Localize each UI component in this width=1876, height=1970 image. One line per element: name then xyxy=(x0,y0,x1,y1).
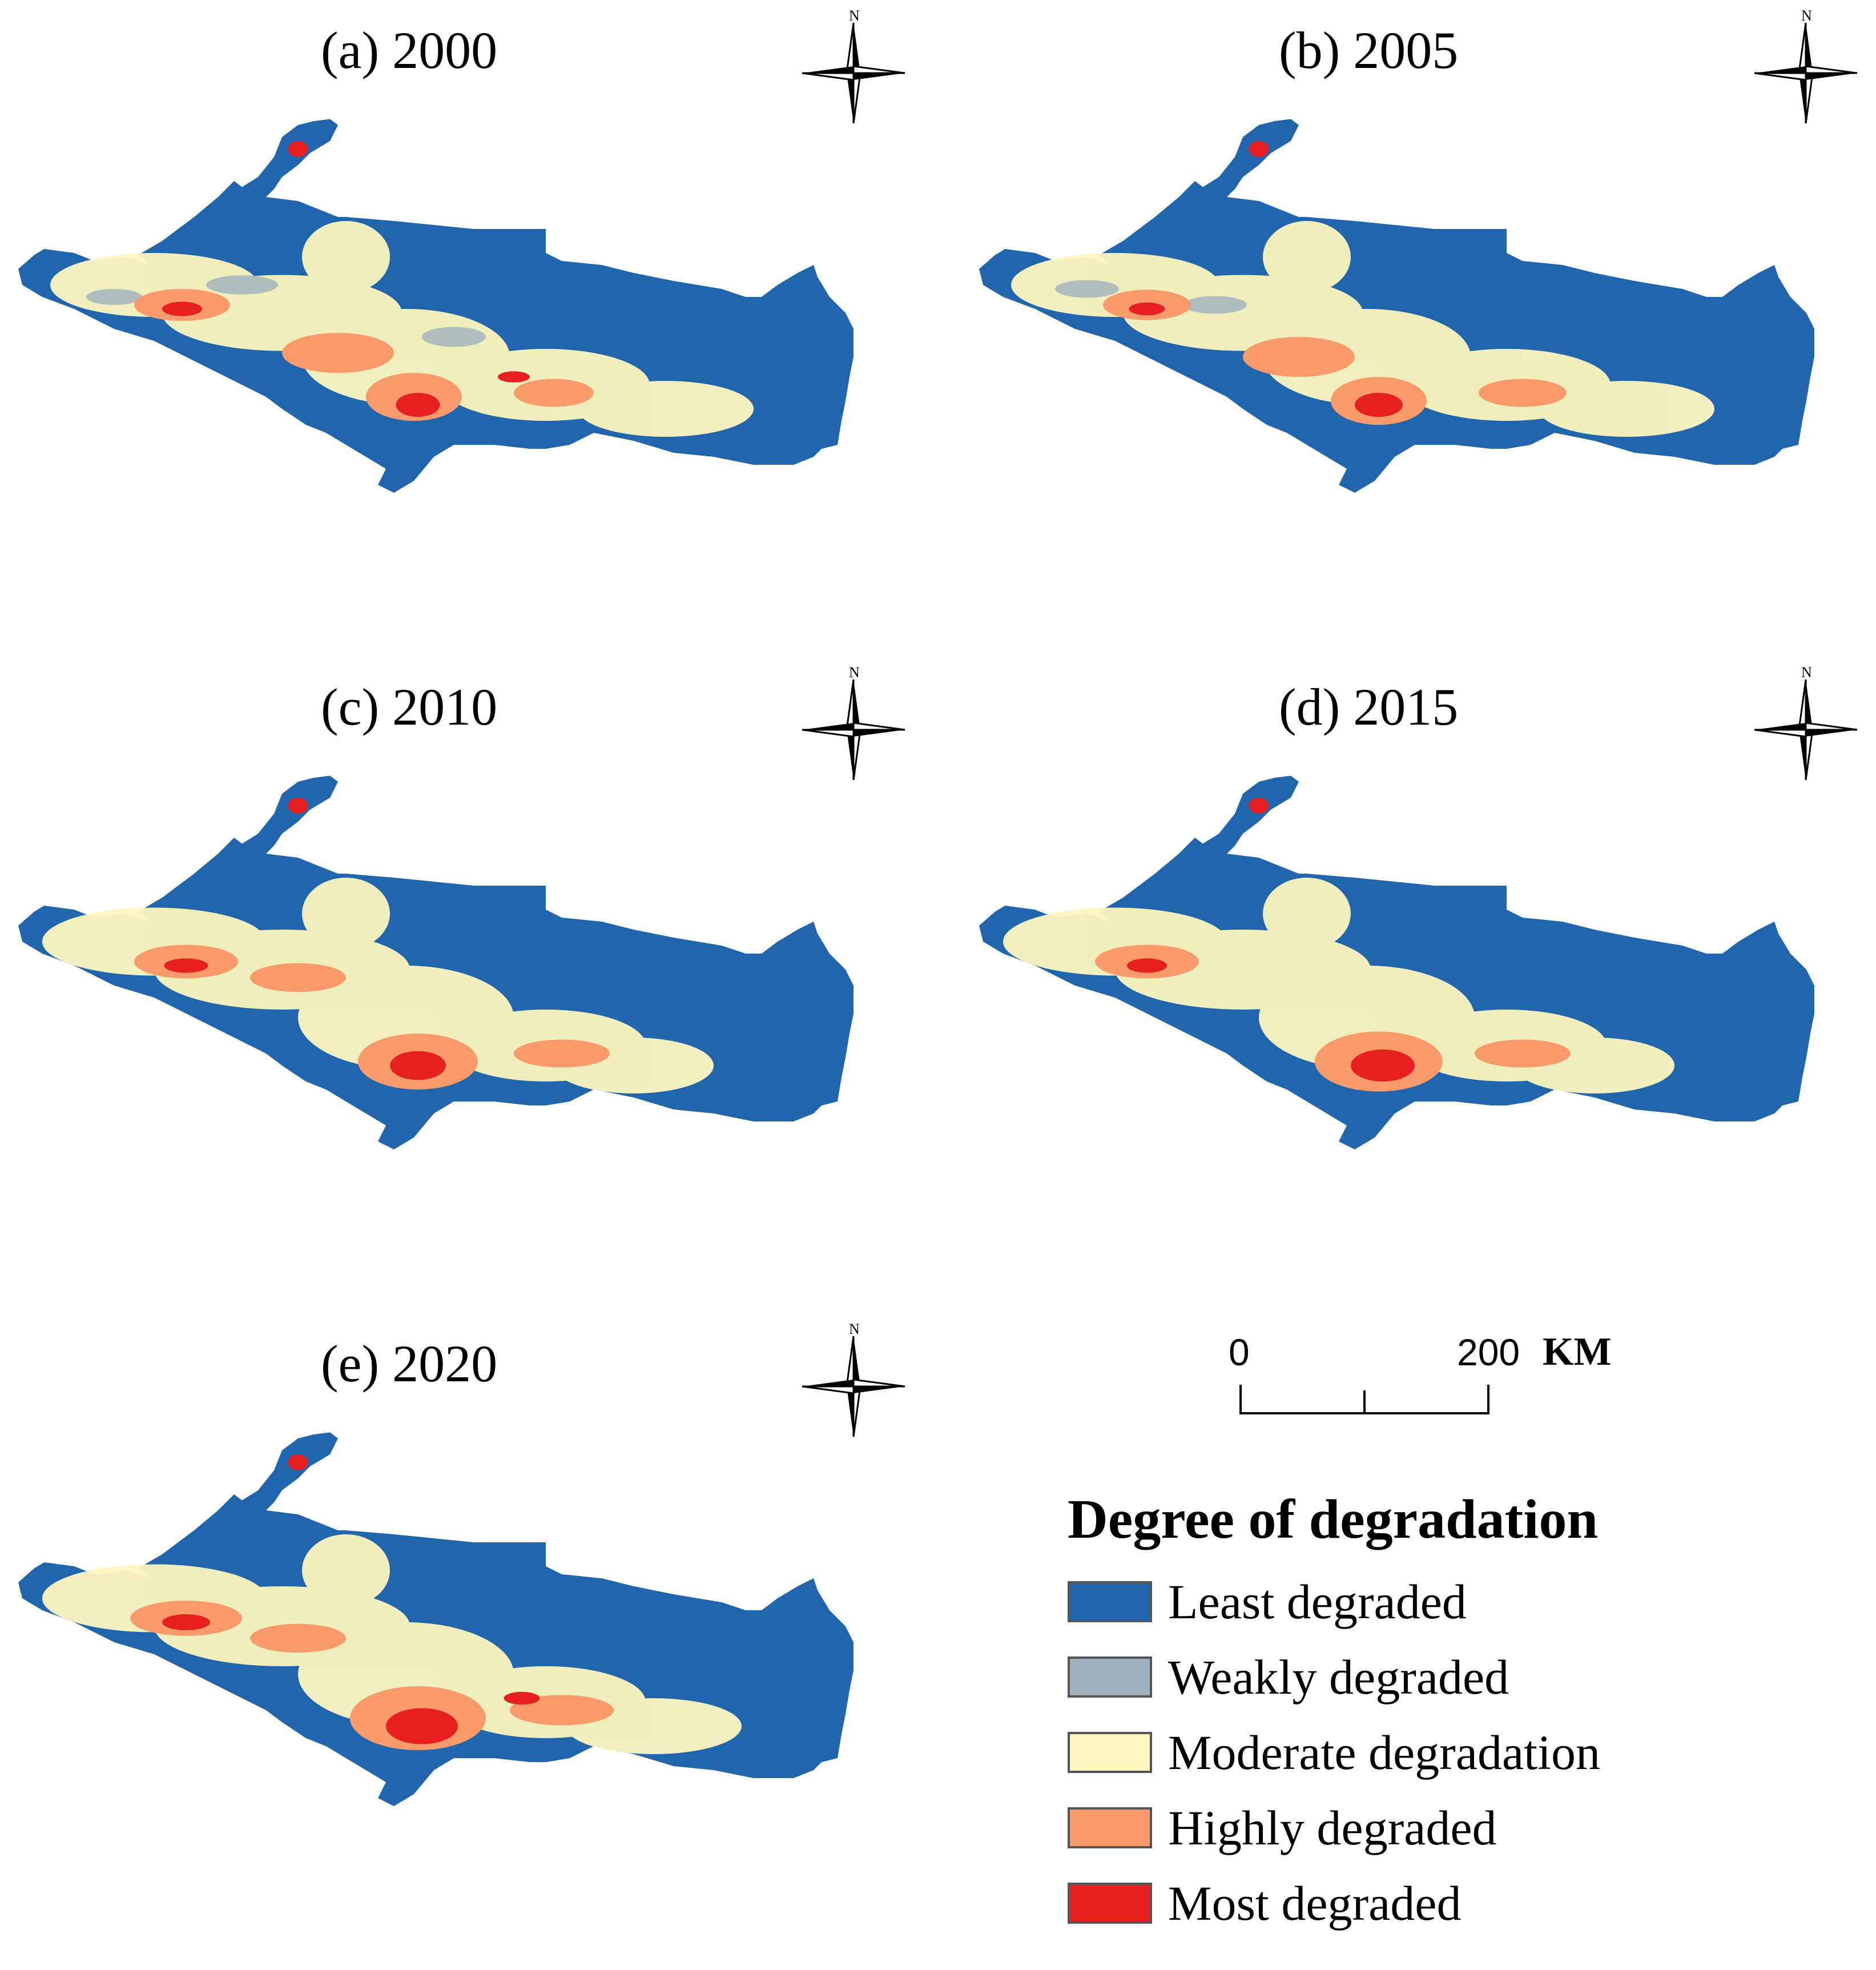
scale-start-label: 0 xyxy=(1229,1331,1250,1373)
degraded-zone xyxy=(50,221,754,437)
degradation-map xyxy=(979,775,1814,1149)
degradation-map xyxy=(18,119,854,493)
legend-swatch xyxy=(1068,1807,1152,1848)
map-panel-d: (d) 2015 N xyxy=(938,657,1876,1313)
legend: Degree of degradation Least degraded Wea… xyxy=(1068,1487,1867,1941)
north-arrow-icon: N xyxy=(1753,7,1858,124)
map-panel-e: (e) 2020 N xyxy=(0,1313,938,1970)
north-arrow-icon: N xyxy=(801,1321,906,1438)
north-arrow-icon: N xyxy=(801,664,906,781)
legend-item-weakly: Weakly degraded xyxy=(1068,1639,1867,1715)
scale-bar: 0 200 KM xyxy=(1205,1330,1612,1422)
degradation-map xyxy=(979,119,1814,493)
legend-swatch xyxy=(1068,1581,1152,1622)
map-panel-b: (b) 2005 N xyxy=(938,0,1876,657)
legend-item-least: Least degraded xyxy=(1068,1564,1867,1639)
legend-label: Least degraded xyxy=(1168,1574,1467,1629)
legend-label: Most degraded xyxy=(1168,1876,1462,1931)
svg-text:N: N xyxy=(849,1321,860,1337)
map-panel-c: (c) 2010 N xyxy=(0,657,938,1313)
panel-title: (c) 2010 xyxy=(321,678,498,736)
degradation-map xyxy=(18,1432,854,1806)
legend-swatch xyxy=(1068,1883,1152,1924)
north-arrow-icon: N xyxy=(1753,664,1858,781)
degradation-map xyxy=(18,775,854,1149)
legend-label: Highly degraded xyxy=(1168,1800,1497,1855)
panel-title: (b) 2005 xyxy=(1279,21,1459,79)
svg-text:N: N xyxy=(849,7,860,24)
svg-text:N: N xyxy=(849,664,860,681)
panel-title: (e) 2020 xyxy=(321,1334,498,1393)
legend-item-most: Most degraded xyxy=(1068,1866,1867,1941)
legend-item-highly: Highly degraded xyxy=(1068,1790,1867,1866)
map-panel-a: (a) 2000 N xyxy=(0,0,938,657)
legend-label: Moderate degradation xyxy=(1168,1725,1600,1780)
panel-title: (a) 2000 xyxy=(321,21,498,79)
scale-unit-label: KM xyxy=(1543,1330,1612,1374)
north-arrow-icon: N xyxy=(801,7,906,124)
svg-text:N: N xyxy=(1801,7,1812,24)
legend-item-moderate: Moderate degradation xyxy=(1068,1715,1867,1790)
scale-bar-line xyxy=(1239,1385,1489,1414)
panel-title: (d) 2015 xyxy=(1279,678,1459,736)
legend-label: Weakly degraded xyxy=(1168,1650,1509,1704)
legend-swatch xyxy=(1068,1732,1152,1773)
svg-text:N: N xyxy=(1801,664,1812,681)
legend-title: Degree of degradation xyxy=(1068,1489,1598,1550)
legend-swatch xyxy=(1068,1657,1152,1698)
scale-end-label: 200 xyxy=(1457,1331,1520,1373)
